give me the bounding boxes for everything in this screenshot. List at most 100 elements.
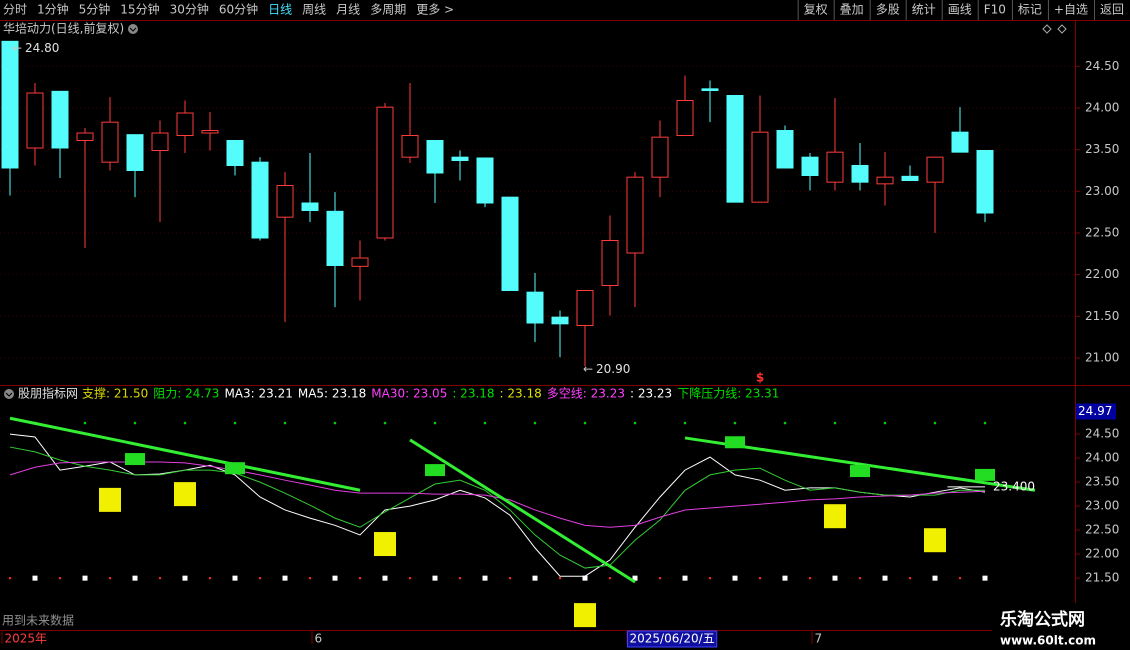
y-tick-label: 23.00 [1085, 184, 1119, 198]
candle-body [326, 210, 344, 266]
last-value-label: 23.400 [993, 479, 1035, 493]
candle-body [176, 112, 194, 136]
indicator-title: 股朋指标网 [18, 386, 78, 401]
toolbar-button[interactable]: 统计 [912, 3, 936, 17]
support-dot [808, 576, 812, 580]
candle-body [301, 202, 319, 211]
y-tick-label: 21.50 [1085, 571, 1119, 585]
support-dot [632, 575, 638, 581]
candle-body [426, 140, 444, 174]
y-tick-label: 24.00 [1085, 451, 1119, 465]
support-dot [432, 575, 438, 581]
watermark-url: www.60lt.com [1000, 634, 1096, 648]
resistance-dot [783, 421, 787, 425]
toolbar-tab[interactable]: 月线 [336, 3, 360, 17]
candle-body [701, 88, 719, 92]
toolbar-tab[interactable]: 日线 [268, 3, 292, 17]
resistance-dot [433, 421, 437, 425]
y-tick-label: 22.00 [1085, 547, 1119, 561]
legend-entry: MA30: 23.05 [371, 387, 447, 401]
support-dot [582, 575, 588, 581]
candle-body [776, 130, 794, 169]
toolbar-tab[interactable]: 更多 > [416, 3, 454, 17]
toolbar-tab[interactable]: 60分钟 [219, 2, 258, 17]
legend-entry: : 23.18 [452, 387, 494, 401]
y-tick-label: 23.50 [1085, 142, 1119, 156]
resistance-mark [725, 436, 745, 449]
candle-body [101, 121, 119, 163]
resistance-mark [975, 468, 995, 481]
candle-body [851, 165, 869, 183]
indicator-menu-icon[interactable] [4, 389, 14, 399]
toolbar-tab[interactable]: 周线 [302, 3, 326, 17]
candle-body [501, 196, 519, 292]
candle-body [751, 131, 769, 203]
candle-body [626, 176, 644, 254]
toolbar-button[interactable]: 画线 [948, 3, 972, 17]
toolbar-button[interactable]: F10 [984, 3, 1006, 17]
toolbar-tab[interactable]: 多周期 [370, 3, 406, 17]
date-highlight [627, 630, 718, 648]
signal: $ [756, 371, 764, 385]
resistance-dot [333, 421, 337, 425]
candle-body [676, 100, 694, 136]
candle-body [376, 106, 394, 239]
resistance-dot [133, 421, 137, 425]
support-dot [182, 575, 188, 581]
toolbar-tab[interactable]: 15分钟 [120, 2, 159, 17]
y-tick-label: 22.00 [1085, 267, 1119, 281]
title-menu-icon[interactable] [128, 24, 138, 34]
high-label: 24.80 [25, 41, 59, 55]
chart-title: 华培动力(日线,前复权) [3, 21, 124, 36]
support-dot [258, 576, 262, 580]
support-dot [932, 575, 938, 581]
diamond-icon[interactable] [1042, 24, 1052, 34]
toolbar-tab[interactable]: 1分钟 [37, 2, 69, 17]
toolbar-button[interactable]: 返回 [1100, 3, 1124, 17]
candle-body [401, 135, 419, 158]
y-tick-label: 21.00 [1085, 351, 1119, 365]
resistance-dot [933, 421, 937, 425]
pressure-line [409, 438, 636, 584]
toolbar-tab[interactable]: 分时 [3, 3, 27, 17]
candle-body [951, 131, 969, 153]
y-tick-label: 24.50 [1085, 427, 1119, 441]
support-dot [708, 576, 712, 580]
toolbar-tab[interactable]: 5分钟 [79, 2, 111, 17]
support-dot [508, 576, 512, 580]
support-dot [308, 576, 312, 580]
support-dot [108, 576, 112, 580]
indicator-line [9, 461, 986, 528]
support-dot [158, 576, 162, 580]
y-tick-label: 22.50 [1085, 226, 1119, 240]
toolbar-button[interactable]: 多股 [876, 3, 900, 17]
support-dot [682, 575, 688, 581]
support-dot [132, 575, 138, 581]
diamond-icon[interactable] [1057, 24, 1067, 34]
support-dot [282, 575, 288, 581]
support-dot [8, 576, 12, 580]
toolbar-button[interactable]: 复权 [804, 3, 828, 17]
toolbar-tab[interactable]: 30分钟 [170, 2, 209, 17]
candle-body [601, 240, 619, 286]
resistance-dot [383, 421, 387, 425]
resistance-mark [125, 453, 145, 466]
y-tick-label: 21.50 [1085, 309, 1119, 323]
candle-body [1, 40, 19, 169]
toolbar-button[interactable]: 叠加 [840, 3, 864, 17]
toolbar-button[interactable]: 标记 [1018, 3, 1042, 17]
support-dot [382, 575, 388, 581]
support-dot [958, 576, 962, 580]
x-axis-label: 6 [315, 632, 323, 646]
toolbar-button[interactable]: +自选 [1054, 3, 1088, 17]
resistance-mark [225, 462, 245, 475]
resistance-dot [683, 421, 687, 425]
support-mark [824, 504, 846, 529]
y-tick-label: 22.50 [1085, 523, 1119, 537]
x-axis-label: 7 [815, 632, 823, 646]
candle-body [726, 95, 744, 203]
legend-entry: : 23.23 [630, 387, 672, 401]
candle-body [276, 185, 294, 218]
support-dot [982, 575, 988, 581]
